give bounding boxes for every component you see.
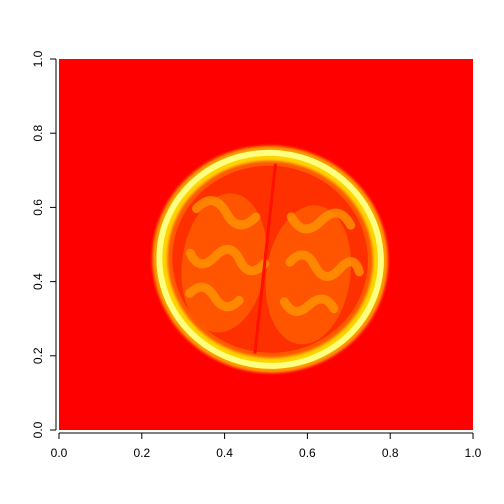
- gyrus-fold-2: [185, 282, 244, 312]
- y-tick-label: 1.0: [31, 50, 45, 67]
- midline-fissure: [253, 163, 277, 354]
- y-tick-label: 0.6: [31, 199, 45, 216]
- y-tick-label: 0.4: [31, 273, 45, 290]
- gyrus-fold-3: [286, 208, 356, 234]
- y-tick-label: 0.8: [31, 125, 45, 142]
- x-tick-label: 0.6: [299, 446, 316, 460]
- y-tick-label: 0.0: [31, 421, 45, 438]
- gyrus-fold-4: [285, 250, 364, 281]
- gyrus-fold-0: [191, 196, 261, 230]
- x-tick-label: 0.8: [382, 446, 399, 460]
- x-tick-label: 0.0: [51, 446, 68, 460]
- x-tick-label: 0.4: [216, 446, 233, 460]
- gyrus-fold-1: [185, 245, 269, 276]
- brain-image: [152, 145, 388, 373]
- gyrus-fold-5: [279, 294, 339, 316]
- x-axis: 0.0 0.2 0.4 0.6 0.8 1.0: [51, 432, 482, 460]
- x-tick-label: 1.0: [465, 446, 482, 460]
- y-tick-label: 0.2: [31, 347, 45, 364]
- x-tick-label: 0.2: [133, 446, 150, 460]
- y-axis: 0.0 0.2 0.4 0.6 0.8 1.0: [31, 50, 57, 438]
